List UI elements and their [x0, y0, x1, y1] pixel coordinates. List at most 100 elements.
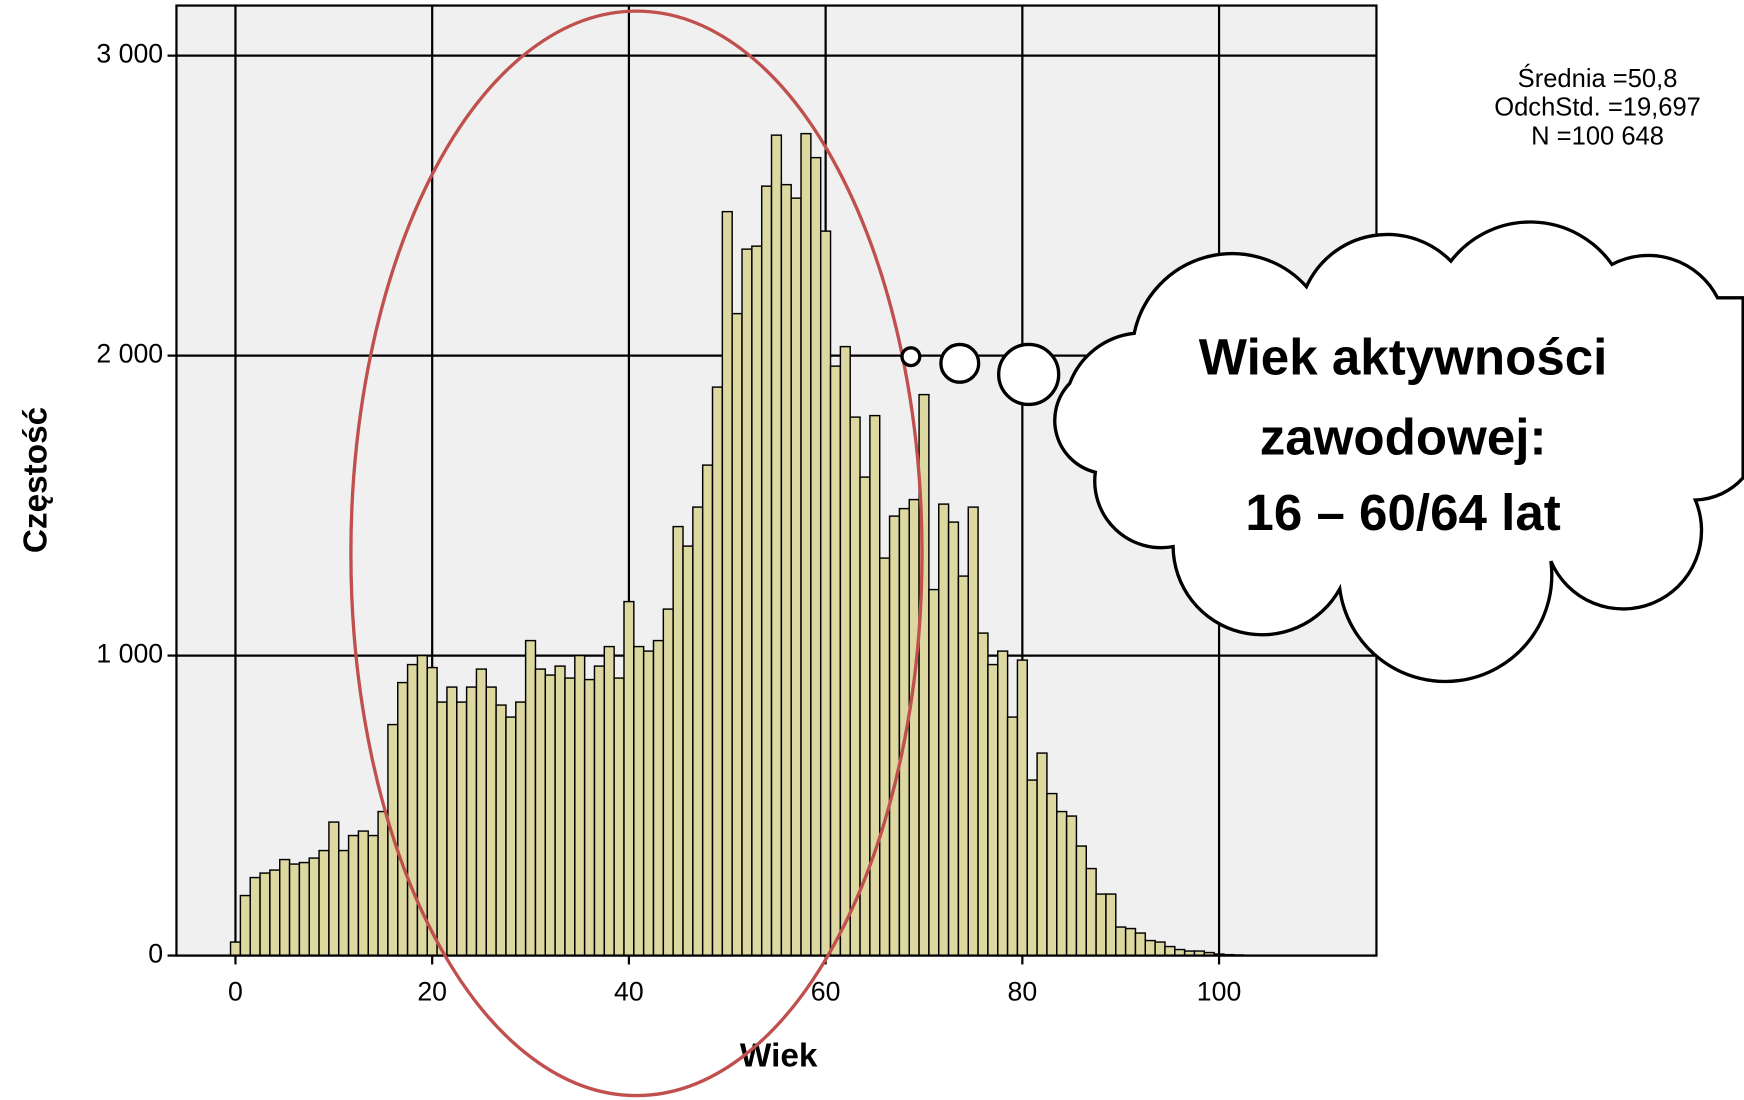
y-tick-label: 0 — [148, 939, 163, 969]
bar — [633, 645, 645, 957]
bar — [1046, 792, 1058, 957]
bar — [1075, 845, 1088, 957]
bar — [328, 821, 340, 957]
bar — [308, 857, 320, 957]
bar — [1095, 893, 1107, 957]
bar — [544, 674, 556, 957]
bar — [672, 525, 684, 957]
bar — [367, 834, 379, 957]
bar — [465, 686, 478, 957]
bar — [1036, 752, 1048, 957]
bar — [790, 197, 802, 957]
bar — [662, 608, 674, 957]
thought-dot — [900, 346, 922, 368]
bar — [249, 876, 261, 957]
bar — [898, 507, 910, 957]
ticks: 0 1 000 2 000 3 000 0 20 40 60 80 100 — [96, 39, 1241, 1007]
bar — [1115, 926, 1127, 957]
bar — [1124, 927, 1137, 957]
bar — [318, 849, 330, 957]
bar — [574, 654, 586, 957]
bar — [397, 681, 409, 957]
bar — [997, 650, 1009, 957]
callout-line: 16 – 60/64 lat — [1245, 484, 1560, 541]
thought-cloud — [1053, 220, 1744, 684]
bar — [642, 650, 655, 957]
bar — [682, 545, 694, 957]
bar — [485, 686, 497, 957]
bar — [269, 869, 281, 957]
x-tick-label: 100 — [1197, 976, 1241, 1006]
bar — [770, 134, 783, 957]
bar — [731, 312, 743, 957]
bar — [1144, 939, 1156, 957]
bar — [623, 600, 635, 957]
x-tick-label: 80 — [1008, 976, 1038, 1006]
bar — [406, 663, 419, 957]
bar — [692, 506, 704, 957]
x-tick-label: 20 — [417, 976, 447, 1006]
bar — [436, 701, 448, 957]
bar — [819, 230, 832, 957]
y-tick-label: 2 000 — [96, 339, 163, 369]
thought-dot — [997, 342, 1061, 407]
bar — [652, 639, 665, 957]
stat-n: N =100 648 — [1531, 123, 1664, 151]
bar — [800, 132, 812, 957]
bar — [426, 666, 438, 957]
bar — [564, 677, 576, 957]
bar — [279, 858, 291, 957]
bar — [839, 345, 851, 957]
bar — [515, 701, 527, 957]
bar — [357, 830, 369, 957]
bar — [1006, 716, 1019, 957]
x-tick-label: 40 — [614, 976, 644, 1006]
bar — [475, 668, 488, 957]
bar — [613, 677, 625, 957]
bar — [928, 588, 940, 957]
bar — [701, 464, 714, 957]
bar — [967, 506, 979, 957]
bar — [780, 183, 792, 957]
bar — [760, 185, 773, 957]
bar — [229, 941, 242, 957]
bar — [1085, 867, 1097, 957]
bar — [741, 248, 753, 957]
bar — [829, 365, 842, 957]
callout-line: zawodowej: — [1260, 409, 1547, 466]
bar — [583, 678, 596, 957]
bar — [505, 716, 517, 957]
bar — [721, 210, 733, 957]
stat-std: OdchStd. =19,697 — [1494, 94, 1701, 122]
bar — [534, 668, 547, 957]
bar — [1026, 779, 1038, 957]
bar — [869, 414, 881, 957]
bar — [987, 663, 999, 957]
bar — [239, 894, 251, 957]
bar — [849, 416, 861, 957]
x-tick-label: 0 — [228, 976, 243, 1006]
bar — [288, 863, 301, 957]
bar — [603, 645, 615, 957]
bar — [1105, 893, 1117, 957]
highlight-ellipse — [349, 9, 924, 1098]
bar — [259, 872, 271, 957]
bar — [711, 386, 724, 957]
bar — [1134, 932, 1147, 957]
bar — [947, 521, 960, 957]
x-tick-label: 60 — [811, 976, 841, 1006]
bar — [298, 861, 310, 957]
bar — [908, 498, 920, 957]
bar — [957, 575, 969, 957]
y-axis-label: Częstość — [17, 407, 54, 553]
bar — [1164, 945, 1176, 957]
bar — [338, 849, 350, 957]
bar — [446, 686, 458, 957]
bar — [554, 665, 566, 957]
bar — [1154, 941, 1166, 957]
bar — [1065, 815, 1078, 957]
bar — [1056, 810, 1068, 957]
bar — [888, 515, 901, 957]
thought-dot — [939, 342, 981, 384]
